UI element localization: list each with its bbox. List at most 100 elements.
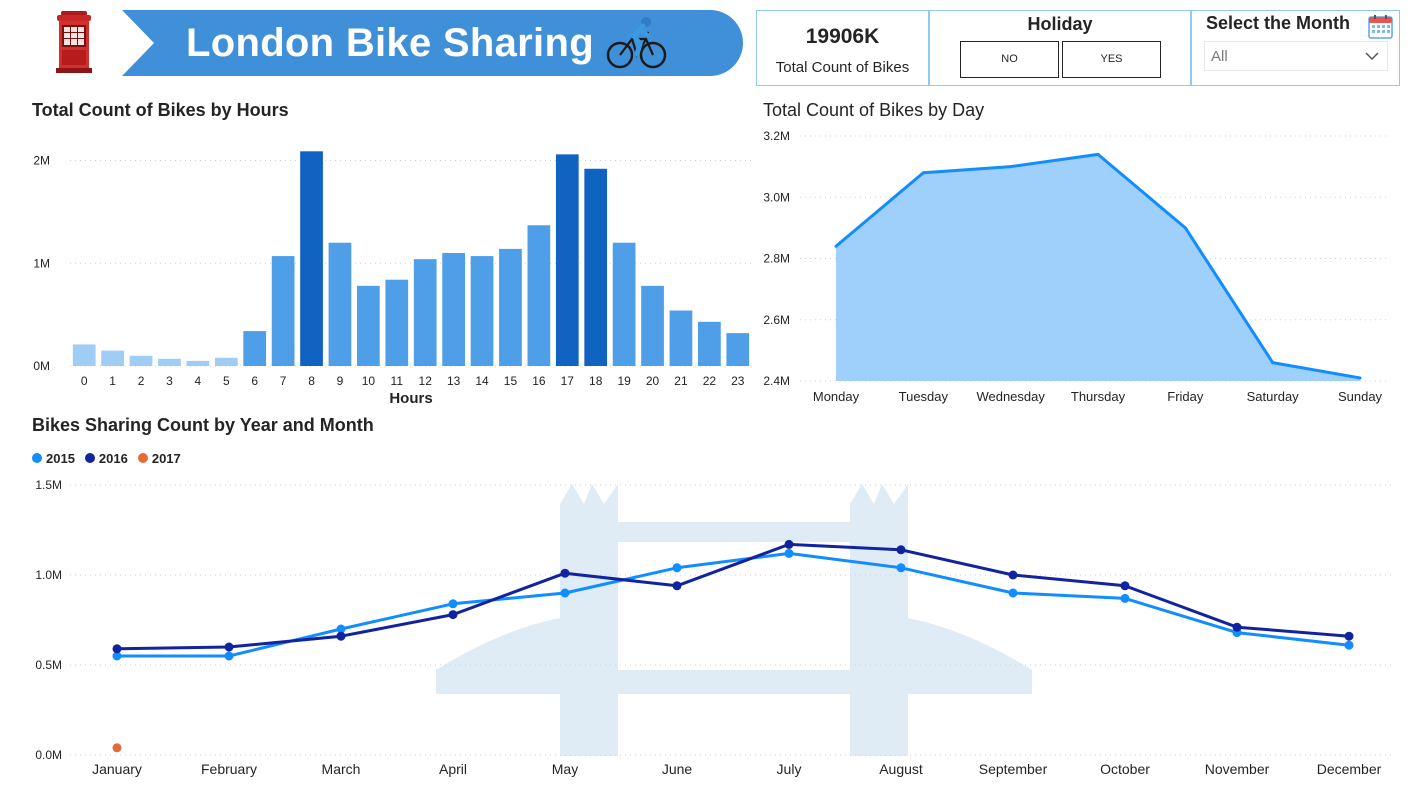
x-tick-label: 5 (223, 374, 230, 388)
x-tick-label: February (201, 761, 257, 777)
title-banner (122, 10, 743, 76)
point-2015-october (1120, 593, 1130, 603)
x-tick-label: September (979, 761, 1048, 777)
x-tick-label: June (662, 761, 693, 777)
x-tick-label: 20 (646, 374, 660, 388)
y-tick-label: 3.2M (763, 129, 790, 143)
bar-hour-19 (612, 242, 636, 366)
legend-item-2017[interactable]: 2017 (137, 450, 181, 466)
x-tick-label: July (777, 761, 802, 777)
x-tick-label: 10 (362, 374, 376, 388)
holiday-yes-button[interactable]: YES (1062, 41, 1161, 78)
point-2017-january (112, 743, 122, 753)
x-tick-label: 19 (617, 374, 631, 388)
x-tick-label: May (552, 761, 578, 777)
point-2016-march (336, 631, 346, 641)
bar-hour-21 (669, 310, 693, 366)
legend-marker (32, 453, 42, 463)
bar-hour-11 (385, 279, 409, 366)
y-tick-label: 2M (33, 154, 50, 168)
y-tick-label: 0.0M (35, 748, 62, 762)
x-tick-label: 17 (561, 374, 575, 388)
chevron-down-icon (1365, 52, 1379, 61)
point-tuesday (921, 171, 925, 175)
x-tick-label: October (1100, 761, 1150, 777)
x-tick-label: 4 (195, 374, 202, 388)
legend-label: 2016 (98, 450, 128, 466)
point-friday (1183, 226, 1187, 230)
x-tick-label: Wednesday (976, 389, 1045, 404)
x-tick-label: Friday (1167, 389, 1204, 404)
chart-legend: 2015 2016 2017 (32, 450, 181, 466)
bar-hour-13 (442, 253, 465, 366)
point-2016-january (112, 644, 122, 654)
x-tick-label: 1 (109, 374, 116, 388)
x-tick-label: 15 (504, 374, 518, 388)
bar-hour-4 (186, 360, 210, 366)
point-2016-july (784, 539, 794, 549)
bar-hour-20 (641, 285, 664, 366)
x-tick-label: Saturday (1247, 389, 1300, 404)
point-2016-august (896, 545, 906, 555)
month-chart-title: Bikes Sharing Count by Year and Month (32, 415, 374, 435)
bar-hour-17 (555, 154, 579, 366)
x-tick-label: 11 (391, 374, 404, 388)
point-2016-november (1232, 622, 1242, 632)
y-tick-label: 2.8M (763, 252, 790, 266)
point-2016-february (224, 642, 234, 652)
point-2015-december (1344, 640, 1354, 650)
bar-hour-23 (726, 333, 750, 366)
x-tick-label: January (92, 761, 142, 777)
x-tick-label: April (439, 761, 467, 777)
bar-hour-16 (527, 225, 551, 366)
hours-chart-title: Total Count of Bikes by Hours (32, 100, 289, 120)
x-tick-label: 18 (589, 374, 603, 388)
series-line-2015 (117, 551, 1350, 658)
point-2015-may (560, 588, 570, 598)
bar-hour-10 (357, 285, 380, 366)
x-tick-label: November (1205, 761, 1270, 777)
area-fill (836, 154, 1360, 381)
x-tick-label: 22 (703, 374, 717, 388)
legend-label: 2015 (46, 450, 75, 466)
cyclist-icon (606, 17, 667, 69)
bar-hour-6 (243, 331, 267, 366)
holiday-no-button[interactable]: NO (960, 41, 1059, 78)
bridge-chains (436, 618, 1032, 670)
legend-item-2015[interactable]: 2015 (32, 451, 75, 466)
point-sunday (1358, 376, 1362, 380)
point-monday (834, 244, 838, 248)
point-wednesday (1009, 165, 1013, 169)
y-tick-label: 2.4M (763, 374, 790, 388)
x-tick-label: 3 (166, 374, 173, 388)
calendar-icon (1368, 15, 1393, 39)
point-2015-april (448, 599, 458, 609)
x-tick-label: 0 (81, 374, 88, 388)
bar-hour-2 (129, 355, 153, 366)
point-2015-june (672, 563, 682, 573)
bar-hour-15 (499, 248, 522, 366)
x-tick-label: 13 (447, 374, 461, 388)
kpi-label: Total Count of Bikes (775, 59, 910, 76)
x-tick-label: 21 (674, 374, 688, 388)
y-tick-label: 1.0M (35, 568, 62, 582)
day-chart-title: Total Count of Bikes by Day (763, 100, 985, 120)
x-tick-label: March (322, 761, 361, 777)
year-month-line-chart: 0.0M 0.5M 1.0M 1.5M January February March Apri… (35, 478, 1395, 777)
legend-label: 2017 (151, 450, 181, 466)
point-2016-september (1008, 570, 1018, 580)
y-tick-label: 1.5M (35, 478, 62, 492)
y-tick-label: 1M (33, 256, 50, 270)
x-tick-label: 12 (419, 374, 433, 388)
point-thursday (1096, 152, 1100, 156)
legend-item-2016[interactable]: 2016 (84, 450, 128, 466)
x-tick-label: Sunday (1338, 389, 1383, 404)
point-2016-october (1120, 581, 1130, 591)
x-tick-label: 8 (308, 374, 315, 388)
bar-hour-14 (470, 256, 494, 366)
month-dropdown[interactable]: All (1204, 41, 1388, 71)
x-tick-label: 7 (280, 374, 287, 388)
point-2015-september (1008, 588, 1018, 598)
holiday-slicer: Holiday NO YES (929, 10, 1191, 86)
